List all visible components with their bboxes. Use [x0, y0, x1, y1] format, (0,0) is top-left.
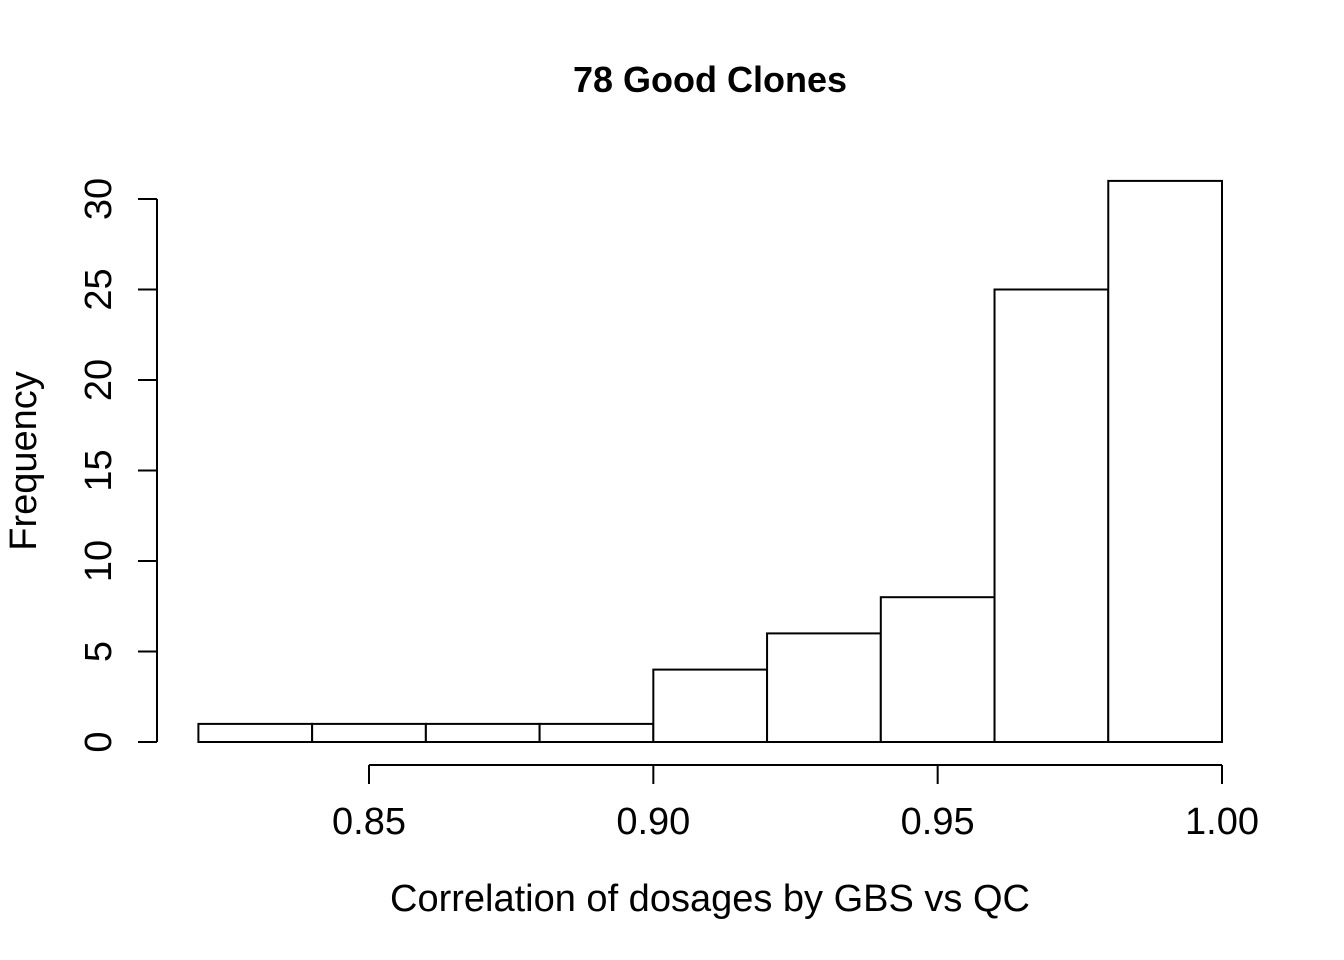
bars-group — [197, 179, 1224, 744]
histogram-bar-5 — [652, 668, 769, 743]
y-axis-title: Frequency — [3, 371, 45, 551]
histogram-bar-9 — [1107, 179, 1224, 743]
x-tick-label: 0.90 — [616, 801, 690, 843]
y-axis: 0 5 10 15 20 25 30 — [78, 178, 158, 753]
y-tick-label: 5 — [78, 641, 120, 662]
y-tick-label: 25 — [78, 268, 120, 310]
histogram-bar-1 — [197, 722, 314, 744]
y-tick-label: 15 — [78, 449, 120, 491]
x-tick-label: 1.00 — [1185, 801, 1259, 843]
x-axis-title: Correlation of dosages by GBS vs QC — [390, 878, 1030, 920]
x-axis: 0.85 0.90 0.95 1.00 — [332, 764, 1259, 843]
x-tick-label: 0.85 — [332, 801, 406, 843]
y-tick-label: 10 — [78, 540, 120, 582]
histogram-bar-6 — [766, 632, 882, 744]
chart-title: 78 Good Clones — [573, 59, 847, 100]
histogram-bar-8 — [993, 288, 1110, 743]
histogram-bar-3 — [424, 722, 541, 744]
histogram-bar-7 — [879, 596, 996, 744]
histogram-bar-2 — [311, 722, 427, 744]
x-tick-label: 0.95 — [901, 801, 975, 843]
y-tick-label: 0 — [78, 731, 120, 752]
y-tick-label: 30 — [78, 178, 120, 220]
y-tick-label: 20 — [78, 359, 120, 401]
histogram-bar-4 — [538, 722, 655, 744]
